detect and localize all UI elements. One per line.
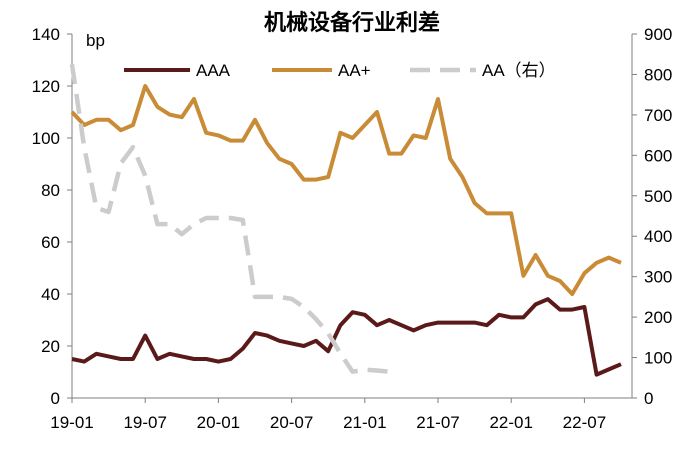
y-right-tick-label: 300	[644, 268, 672, 287]
y-right-tick-label: 900	[644, 25, 672, 44]
y-left-tick-label: 20	[41, 337, 60, 356]
x-tick-label: 19-01	[50, 413, 93, 432]
series-line-1	[71, 297, 622, 377]
y-left-tick-label: 100	[32, 129, 60, 148]
y-right-tick-label: 800	[644, 65, 672, 84]
y-left-tick-label: 80	[41, 181, 60, 200]
y-left-tick-label: 140	[32, 25, 60, 44]
x-tick-label: 20-01	[197, 413, 240, 432]
x-tick-label: 20-07	[270, 413, 313, 432]
x-tick-label: 22-07	[563, 413, 606, 432]
legend-label-3: AA（右）	[482, 61, 556, 80]
chart-title: 机械设备行业利差	[264, 10, 440, 36]
legend-label-1: AAA	[196, 61, 231, 80]
y-left-tick-label: 120	[32, 77, 60, 96]
y-right-tick-label: 700	[644, 106, 672, 125]
y-right-tick-label: 0	[644, 389, 653, 408]
y-right-tick-label: 600	[644, 146, 672, 165]
series-layer	[69, 63, 622, 377]
axes: 0 20 40 60 80 100 120 140 0 100 200 300 400 500 600 700…	[32, 25, 673, 432]
legend-label-2: AA+	[338, 61, 371, 80]
y-right-tick-label: 500	[644, 187, 672, 206]
legend: AAA AA+ AA（右）	[124, 61, 556, 80]
y-right-tick-label: 400	[644, 227, 672, 246]
y-left-tick-label: 60	[41, 233, 60, 252]
series-line-3	[69, 63, 390, 374]
x-tick-label: 19-07	[123, 413, 166, 432]
x-tick-label: 22-01	[489, 413, 532, 432]
y-left-tick-label: 0	[51, 389, 60, 408]
y-axis-unit: bp	[86, 31, 105, 50]
y-right-tick-label: 100	[644, 349, 672, 368]
x-tick-label: 21-01	[343, 413, 386, 432]
y-left-tick-label: 40	[41, 285, 60, 304]
x-tick-label: 21-07	[416, 413, 459, 432]
y-right-tick-label: 200	[644, 308, 672, 327]
series-line-2	[70, 84, 622, 296]
